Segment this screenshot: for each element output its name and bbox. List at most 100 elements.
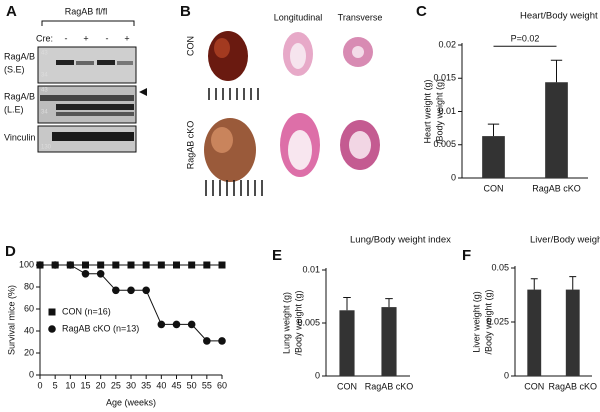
ruler [205, 180, 263, 196]
marker [112, 261, 120, 269]
marker [127, 286, 135, 295]
marker-size: 43 [41, 51, 48, 57]
row-label: CON [185, 36, 195, 56]
legend-label: CON (n=16) [62, 306, 111, 316]
band [52, 132, 134, 141]
panel-letter: C [416, 3, 427, 20]
y-tick-label: 0.015 [433, 73, 456, 83]
band [56, 104, 134, 110]
y-tick-label: 80 [24, 281, 34, 291]
error-bar [487, 123, 500, 137]
row-label: RagA/B [4, 91, 35, 101]
row-label: (S.E) [4, 64, 25, 74]
blot-header: RagAB fl/fl [65, 6, 108, 16]
y-tick-label: 0 [315, 370, 320, 380]
cre-sign: + [124, 33, 129, 43]
x-tick-label: 20 [96, 380, 106, 390]
chart-title: Heart/Body weight index [520, 11, 600, 22]
marker [157, 261, 165, 269]
bracket [41, 20, 135, 26]
marker-size: 43 [41, 88, 48, 94]
y-axis-label: /Body weight (g) [293, 290, 303, 355]
x-tick-label: CON [337, 381, 357, 391]
column-label: Transverse [338, 12, 383, 22]
heart-image [211, 127, 233, 153]
bar [482, 136, 505, 178]
x-tick-label: CON [484, 183, 504, 193]
y-tick-label: 0 [504, 370, 509, 380]
x-tick-label: 10 [65, 380, 75, 390]
marker [81, 270, 90, 278]
y-axis-label: Lung weight (g) [281, 292, 291, 354]
bar [527, 289, 542, 376]
chart-title: Liver/Body weight index [530, 235, 600, 246]
marker [51, 261, 59, 269]
marker [112, 286, 120, 295]
x-axis-label: Age (weeks) [106, 397, 156, 407]
panel-letter: A [6, 3, 17, 20]
x-tick-label: 0 [37, 380, 42, 390]
y-tick-label: 0.05 [491, 262, 509, 272]
y-axis-label: /Body weight (g) [434, 79, 444, 144]
row-label: (L.E) [4, 104, 24, 114]
arrowhead [139, 88, 147, 96]
x-tick-label: 50 [187, 380, 197, 390]
y-tick-label: 60 [24, 303, 34, 313]
bar [339, 310, 355, 376]
marker [218, 337, 226, 345]
legend-marker [48, 308, 56, 316]
western-blot: RagAB fl/fl Cre: - + - + 43 34 RagA/B (S… [4, 6, 147, 153]
panel-letter: F [462, 247, 471, 264]
marker [82, 261, 89, 269]
y-tick-label: 0 [29, 369, 34, 379]
marker [203, 337, 211, 345]
marker [187, 320, 196, 329]
x-tick-label: RagAB cKO [532, 183, 581, 193]
y-axis-label: Liver weight (g) [471, 291, 481, 353]
marker [203, 261, 211, 269]
panel-letter: B [180, 3, 191, 20]
section-image [290, 43, 306, 69]
y-tick-label: 0 [451, 172, 456, 182]
row-label: RagAB cKO [185, 121, 195, 170]
x-tick-label: CON [524, 381, 544, 391]
section-image [349, 131, 371, 159]
marker-size: 34 [41, 73, 48, 79]
legend-label: RagAB cKO (n=13) [62, 323, 139, 333]
cre-sign: + [83, 33, 88, 43]
marker [188, 261, 196, 269]
cre-sign: - [65, 33, 68, 43]
marker [127, 261, 135, 269]
panel-letter: E [272, 247, 282, 264]
annotation: P=0.02 [511, 34, 540, 44]
marker [36, 261, 44, 269]
section-image [288, 130, 312, 170]
error-bar [530, 278, 538, 290]
marker-size: 34 [41, 110, 48, 116]
error-bar [385, 298, 393, 308]
x-tick-label: 55 [202, 380, 212, 390]
x-tick-label: 25 [111, 380, 121, 390]
marker [142, 286, 150, 295]
y-tick-label: 20 [24, 347, 34, 357]
panel-letter: D [5, 243, 16, 260]
marker [66, 261, 75, 269]
cre-label: Cre: [36, 33, 53, 43]
band [56, 60, 74, 65]
y-tick-label: 0.01 [438, 106, 456, 116]
y-tick-label: 0.025 [486, 316, 509, 326]
ruler [208, 88, 259, 100]
error-bar [569, 276, 577, 290]
x-tick-label: 45 [171, 380, 181, 390]
marker [157, 320, 166, 329]
y-axis-label: Heart weight (g) [422, 79, 432, 143]
heart-image [208, 31, 248, 81]
marker [96, 270, 105, 278]
marker [172, 320, 181, 329]
column-label: Longitudinal [274, 12, 323, 22]
row-label: RagA/B [4, 51, 35, 61]
error-bar [343, 297, 351, 311]
error-bar [550, 59, 563, 83]
y-axis-label: Survival mice (%) [6, 285, 16, 355]
x-tick-label: RagAB cKO [548, 381, 597, 391]
